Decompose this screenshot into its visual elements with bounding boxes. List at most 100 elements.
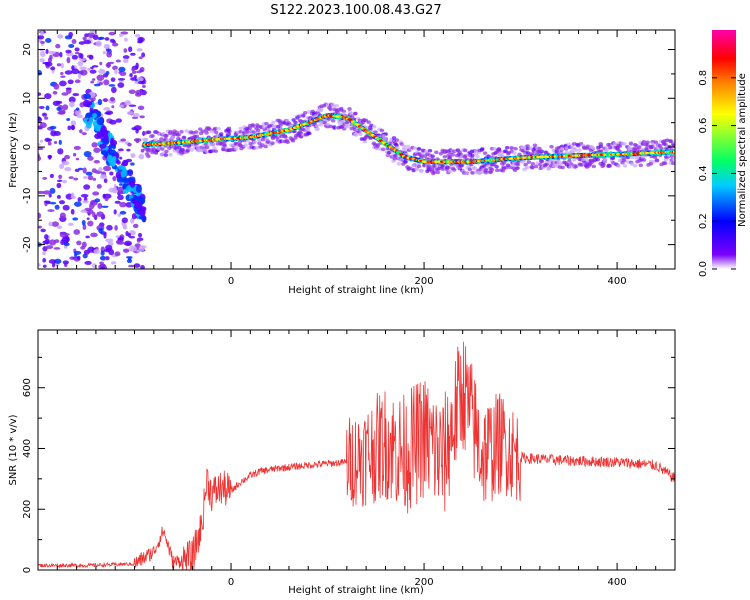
heatmap-cell bbox=[40, 228, 46, 233]
heatmap-cell bbox=[39, 139, 43, 143]
heatmap-cell bbox=[49, 187, 56, 194]
heatmap-cell bbox=[47, 141, 52, 146]
heatmap-cell bbox=[87, 174, 94, 181]
heatmap-cell bbox=[106, 224, 113, 231]
heatmap-cell bbox=[266, 127, 272, 132]
heatmap-cell bbox=[156, 146, 161, 151]
heatmap-cell bbox=[39, 122, 47, 129]
heatmap-cell bbox=[135, 192, 141, 197]
heatmap-cell bbox=[566, 142, 571, 147]
heatmap-cell bbox=[50, 130, 57, 137]
heatmap-cell bbox=[163, 153, 169, 157]
heatmap-cell bbox=[568, 165, 573, 169]
heatmap-cell bbox=[128, 264, 135, 268]
heatmap-cell bbox=[480, 147, 485, 151]
heatmap-cell bbox=[48, 239, 57, 246]
heatmap-cell bbox=[105, 62, 112, 68]
heatmap-cell bbox=[81, 241, 87, 248]
heatmap-cell bbox=[496, 147, 501, 152]
y-tick-label: 10 bbox=[22, 92, 33, 105]
heatmap-cell bbox=[328, 107, 333, 112]
heatmap-cell bbox=[118, 33, 124, 37]
heatmap-cell bbox=[59, 51, 63, 58]
heatmap-cell bbox=[671, 161, 675, 166]
heatmap-cell bbox=[93, 147, 101, 153]
heatmap-cell bbox=[119, 156, 123, 160]
heatmap-cell bbox=[334, 108, 339, 113]
heatmap-cell bbox=[103, 43, 110, 50]
heatmap-cell bbox=[110, 86, 117, 94]
heatmap-cell bbox=[219, 132, 224, 136]
heatmap-cell bbox=[127, 257, 132, 261]
heatmap-cell bbox=[591, 146, 596, 150]
heatmap-cell bbox=[622, 163, 628, 168]
heatmap-cell bbox=[598, 142, 604, 146]
heatmap-cell bbox=[107, 241, 114, 246]
heatmap-cell bbox=[567, 159, 572, 163]
heatmap-cell bbox=[99, 255, 106, 261]
heatmap-cell bbox=[194, 130, 199, 134]
heatmap-cell bbox=[82, 253, 88, 259]
heatmap-cell bbox=[38, 190, 45, 195]
heatmap-cell bbox=[601, 163, 606, 167]
heatmap-cell bbox=[467, 167, 473, 172]
heatmap-cell bbox=[416, 147, 422, 151]
heatmap-cell bbox=[447, 156, 452, 160]
heatmap-cell bbox=[100, 150, 109, 156]
heatmap-cell bbox=[252, 140, 257, 144]
heatmap-cell bbox=[60, 62, 64, 69]
heatmap-cell bbox=[44, 93, 52, 100]
heatmap-cell bbox=[254, 146, 259, 150]
heatmap-cell bbox=[122, 159, 129, 167]
spectrogram-panel: 0 200 400 -20 -10 0 10 20 Height of straight li… bbox=[8, 29, 676, 296]
heatmap-cell bbox=[170, 136, 175, 140]
heatmap-cell bbox=[48, 221, 53, 227]
heatmap-cell bbox=[56, 179, 63, 183]
heatmap-cell bbox=[146, 130, 152, 135]
heatmap-cell bbox=[74, 168, 80, 173]
heatmap-cell bbox=[102, 50, 106, 55]
heatmap-cell bbox=[489, 167, 495, 172]
heatmap-cell bbox=[598, 149, 604, 154]
heatmap-cell bbox=[603, 157, 608, 162]
heatmap-cell bbox=[135, 89, 144, 96]
heatmap-cell bbox=[52, 100, 61, 107]
heatmap-cell bbox=[89, 69, 97, 74]
heatmap-cell bbox=[200, 129, 206, 134]
heatmap-cell bbox=[150, 134, 155, 138]
heatmap-cell bbox=[595, 157, 600, 162]
heatmap-cell bbox=[204, 145, 210, 150]
heatmap-cell bbox=[101, 205, 109, 209]
heatmap-cell bbox=[263, 144, 268, 149]
heatmap-cell bbox=[438, 151, 444, 156]
heatmap-cell bbox=[98, 167, 103, 172]
heatmap-cell bbox=[47, 57, 53, 63]
heatmap-cell bbox=[664, 138, 670, 143]
x-tick-label: 200 bbox=[415, 276, 434, 287]
heatmap-cell bbox=[70, 192, 75, 198]
heatmap-cell bbox=[328, 124, 333, 129]
heatmap-cell bbox=[482, 151, 488, 155]
heatmap-cell bbox=[405, 144, 411, 149]
snr-series bbox=[38, 341, 675, 570]
heatmap-cell bbox=[62, 179, 67, 184]
heatmap-cell bbox=[38, 35, 45, 40]
heatmap-cell bbox=[464, 171, 470, 176]
heatmap-cell bbox=[131, 213, 137, 220]
heatmap-cell bbox=[46, 138, 53, 142]
heatmap-cell bbox=[45, 48, 49, 54]
heatmap-cell bbox=[90, 200, 96, 204]
heatmap-cell bbox=[633, 163, 638, 168]
heatmap-cell bbox=[51, 221, 59, 227]
heatmap-cell bbox=[430, 154, 435, 158]
heatmap-cell bbox=[118, 66, 126, 73]
heatmap-cell bbox=[452, 167, 457, 172]
heatmap-cell bbox=[447, 169, 453, 174]
heatmap-cell bbox=[117, 82, 125, 88]
heatmap-cell bbox=[549, 144, 554, 149]
heatmap-cell bbox=[271, 124, 277, 129]
colorbar-ticks: 0.0 0.2 0.4 0.6 0.8 bbox=[698, 70, 736, 277]
heatmap-cell bbox=[194, 134, 200, 139]
heatmap-cell bbox=[70, 120, 77, 126]
heatmap-cell bbox=[537, 146, 542, 151]
